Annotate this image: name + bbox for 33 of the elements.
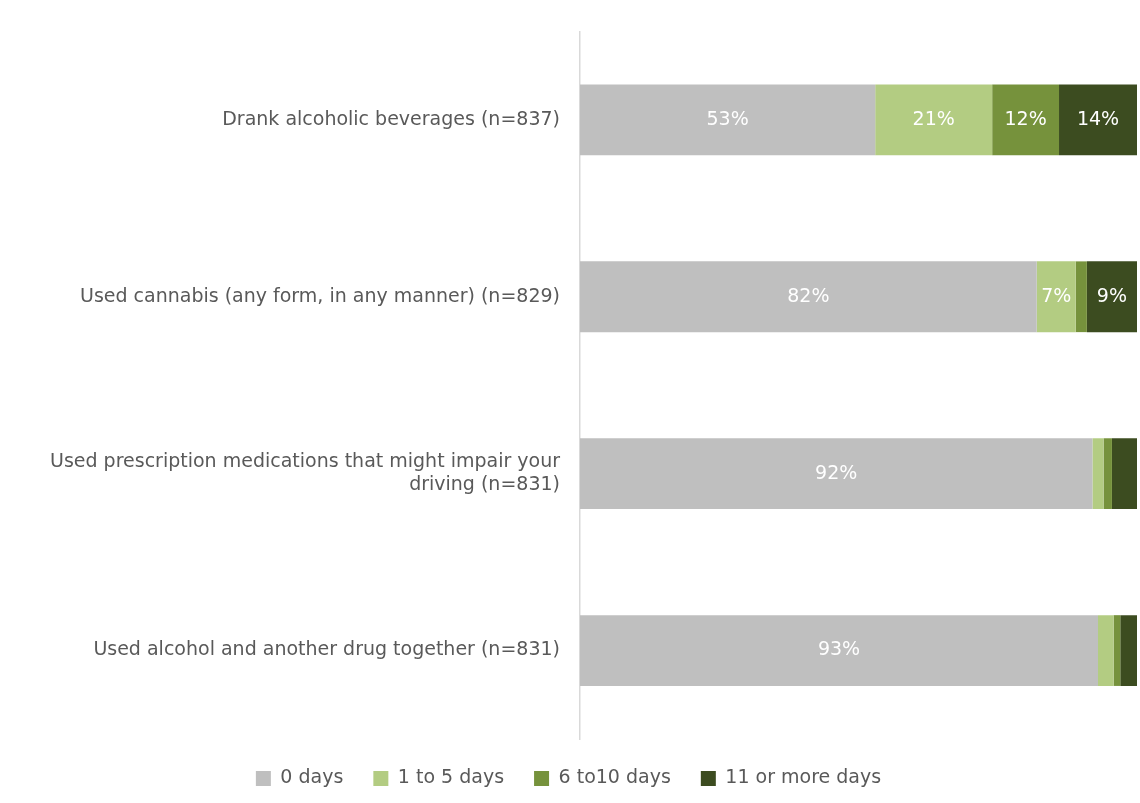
legend-label: 1 to 5 days (397, 765, 505, 788)
bar (580, 84, 876, 156)
data-label: 12% (1004, 106, 1047, 129)
bar (1059, 84, 1137, 156)
y-tick-label: Used cannabis (any form, in any manner) (n=829) (79, 283, 560, 306)
data-label: 9% (1096, 283, 1128, 306)
bar (580, 615, 1099, 686)
data-label: 82% (787, 283, 830, 306)
bar (1036, 261, 1076, 333)
data-label: 53% (706, 106, 749, 129)
bar (1113, 615, 1121, 686)
data-label: 93% (817, 637, 861, 660)
y-tick-label: Used alcohol and another drug together (n=831) (93, 637, 560, 660)
bar (580, 438, 1093, 510)
bar (1092, 438, 1104, 510)
bar (1086, 261, 1137, 333)
data-label: 7% (1041, 283, 1072, 306)
data-label: 21% (912, 106, 955, 129)
bar (1075, 261, 1087, 333)
data-label: 14% (1076, 106, 1120, 129)
bar (1098, 615, 1114, 686)
bar (992, 84, 1060, 156)
bar (1120, 615, 1137, 686)
legend-label: 0 days (280, 765, 344, 788)
y-tick-label: Used prescription medications that might impair your driving (n=831) (50, 449, 561, 494)
data-label: 92% (815, 460, 858, 483)
bar (1103, 438, 1112, 510)
bar (875, 84, 993, 156)
bar (580, 261, 1037, 333)
bar (1111, 438, 1137, 510)
legend-label: 6 to10 days (558, 765, 671, 788)
y-tick-label: Drank alcoholic beverages (n=837) (222, 106, 560, 129)
legend-label: 11 or more days (725, 765, 882, 788)
